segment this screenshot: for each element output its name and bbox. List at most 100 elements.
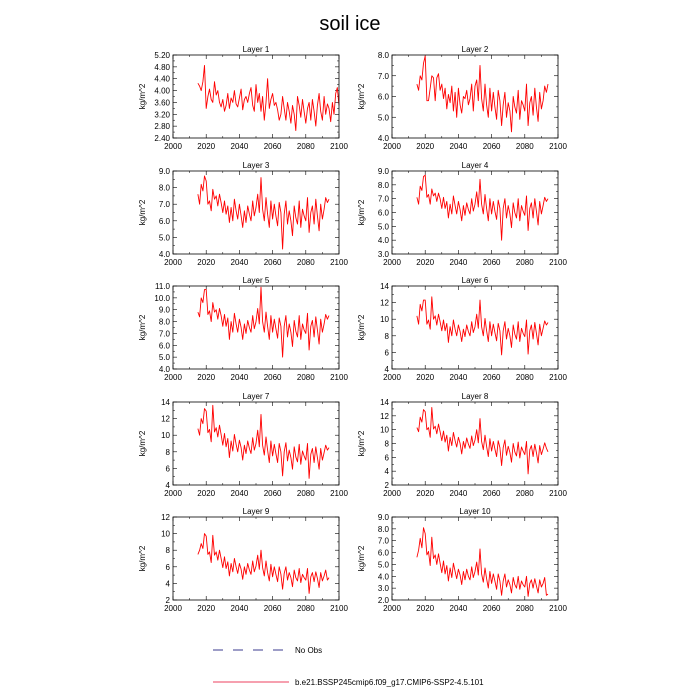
x-tick-label: 2020 (197, 258, 215, 267)
x-tick-label: 2100 (549, 258, 567, 267)
y-tick-label: 5.0 (159, 353, 171, 362)
y-axis-label: kg/m^2 (138, 430, 147, 456)
y-tick-label: 2.80 (154, 122, 170, 131)
panel-layer-1: Layer 1 kg/m^2 2000 2020 2040 2060 2080 2100 2.4… (138, 45, 348, 151)
y-tick-label: 8 (166, 448, 171, 457)
x-tick-label: 2040 (231, 604, 249, 613)
x-tick-label: 2060 (264, 373, 282, 382)
plot-frame (172, 516, 340, 601)
panels: Layer 1 kg/m^2 2000 2020 2040 2060 2080 2100 2.4… (138, 45, 567, 613)
x-tick-label: 2040 (450, 142, 468, 151)
y-tick-label: 7.0 (378, 537, 390, 546)
plot-frame (391, 285, 559, 370)
x-tick-label: 2100 (330, 258, 348, 267)
panel-title: Layer 6 (462, 276, 489, 285)
x-tick-label: 2080 (516, 489, 534, 498)
y-tick-label: 4.00 (154, 87, 170, 96)
y-tick-label: 12 (380, 412, 389, 421)
x-tick-label: 2000 (164, 489, 182, 498)
x-tick-label: 2100 (549, 142, 567, 151)
x-tick-label: 2000 (383, 258, 401, 267)
y-tick-label: 4 (385, 467, 390, 476)
plot-frame (391, 401, 559, 486)
panel-layer-4: Layer 4 kg/m^2 2000 2020 2040 2060 2080 2100 3.0… (357, 161, 567, 267)
x-tick-label: 2040 (450, 489, 468, 498)
y-axis-label: kg/m^2 (138, 199, 147, 225)
y-axis-label: kg/m^2 (357, 430, 366, 456)
x-tick-label: 2100 (330, 142, 348, 151)
y-tick-label: 5.0 (159, 233, 171, 242)
x-tick-label: 2000 (164, 258, 182, 267)
y-tick-label: 8 (385, 440, 390, 449)
y-tick-label: 6.0 (378, 549, 390, 558)
y-tick-label: 8.0 (159, 184, 171, 193)
x-tick-label: 2080 (297, 258, 315, 267)
panel-layer-2: Layer 2 kg/m^2 2000 2020 2040 2060 2080 2100 4.0… (357, 45, 567, 151)
x-tick-label: 2020 (416, 373, 434, 382)
panel-title: Layer 3 (243, 161, 270, 170)
x-tick-label: 2080 (297, 489, 315, 498)
y-tick-label: 14 (380, 398, 389, 407)
y-tick-label: 4.0 (378, 134, 390, 143)
legend: No Obs b.e21.BSSP245cmip6.f09_g17.CMIP6-… (213, 646, 484, 687)
y-tick-label: 5.0 (378, 113, 390, 122)
y-tick-label: 6.0 (159, 341, 171, 350)
x-tick-label: 2040 (231, 373, 249, 382)
y-tick-label: 10 (380, 315, 389, 324)
panel-title: Layer 1 (243, 45, 270, 54)
y-tick-label: 7.0 (159, 329, 171, 338)
y-axis-label: kg/m^2 (138, 545, 147, 571)
x-tick-label: 2040 (231, 142, 249, 151)
x-tick-label: 2020 (197, 373, 215, 382)
y-tick-label: 14 (161, 398, 170, 407)
x-tick-label: 2080 (516, 604, 534, 613)
x-tick-label: 2020 (197, 142, 215, 151)
y-tick-label: 5.0 (378, 222, 390, 231)
panel-layer-8: Layer 8 kg/m^2 2000 2020 2040 2060 2080 2100 2 4 6… (357, 392, 567, 498)
series-line (416, 527, 549, 597)
panel-title: Layer 7 (243, 392, 270, 401)
x-tick-label: 2100 (330, 604, 348, 613)
x-tick-label: 2080 (297, 373, 315, 382)
x-tick-label: 2000 (164, 373, 182, 382)
y-tick-label: 10.0 (154, 294, 170, 303)
y-tick-label: 4 (166, 481, 171, 490)
x-tick-label: 2020 (416, 489, 434, 498)
y-tick-label: 6 (385, 348, 390, 357)
x-tick-label: 2000 (383, 142, 401, 151)
y-tick-label: 3.0 (378, 250, 390, 259)
y-tick-label: 7.0 (159, 200, 171, 209)
panel-title: Layer 4 (462, 161, 489, 170)
y-tick-label: 4.0 (378, 236, 390, 245)
x-tick-label: 2100 (330, 373, 348, 382)
series-line (197, 64, 340, 132)
x-tick-label: 2000 (383, 373, 401, 382)
x-tick-label: 2040 (450, 258, 468, 267)
y-axis-label: kg/m^2 (357, 314, 366, 340)
y-tick-label: 6 (166, 563, 171, 572)
y-tick-label: 8.0 (378, 181, 390, 190)
x-tick-label: 2040 (450, 604, 468, 613)
y-tick-label: 9.0 (159, 167, 171, 176)
y-tick-label: 3.0 (378, 584, 390, 593)
y-tick-label: 3.60 (154, 98, 170, 107)
y-tick-label: 2.40 (154, 134, 170, 143)
y-tick-label: 8 (166, 546, 171, 555)
panel-layer-9: Layer 9 kg/m^2 2000 2020 2040 2060 2080 2100 2 4 6… (138, 507, 348, 613)
plot-frame (172, 285, 340, 370)
y-tick-label: 9.0 (378, 167, 390, 176)
panel-layer-5: Layer 5 kg/m^2 2000 2020 2040 2060 2080 2100 4.0… (138, 276, 348, 382)
x-tick-label: 2060 (483, 604, 501, 613)
series-line (197, 175, 330, 250)
x-tick-label: 2000 (164, 604, 182, 613)
y-tick-label: 6 (385, 453, 390, 462)
panel-layer-10: Layer 10 kg/m^2 2000 2020 2040 2060 2080 2100 2.… (357, 507, 567, 613)
x-tick-label: 2080 (297, 604, 315, 613)
series-line (416, 174, 549, 241)
legend-series-label: b.e21.BSSP245cmip6.f09_g17.CMIP6-SSP2-4.… (295, 678, 484, 687)
y-tick-label: 10 (161, 431, 170, 440)
y-tick-label: 2 (166, 596, 171, 605)
y-axis-label: kg/m^2 (138, 314, 147, 340)
y-tick-label: 4.0 (378, 572, 390, 581)
